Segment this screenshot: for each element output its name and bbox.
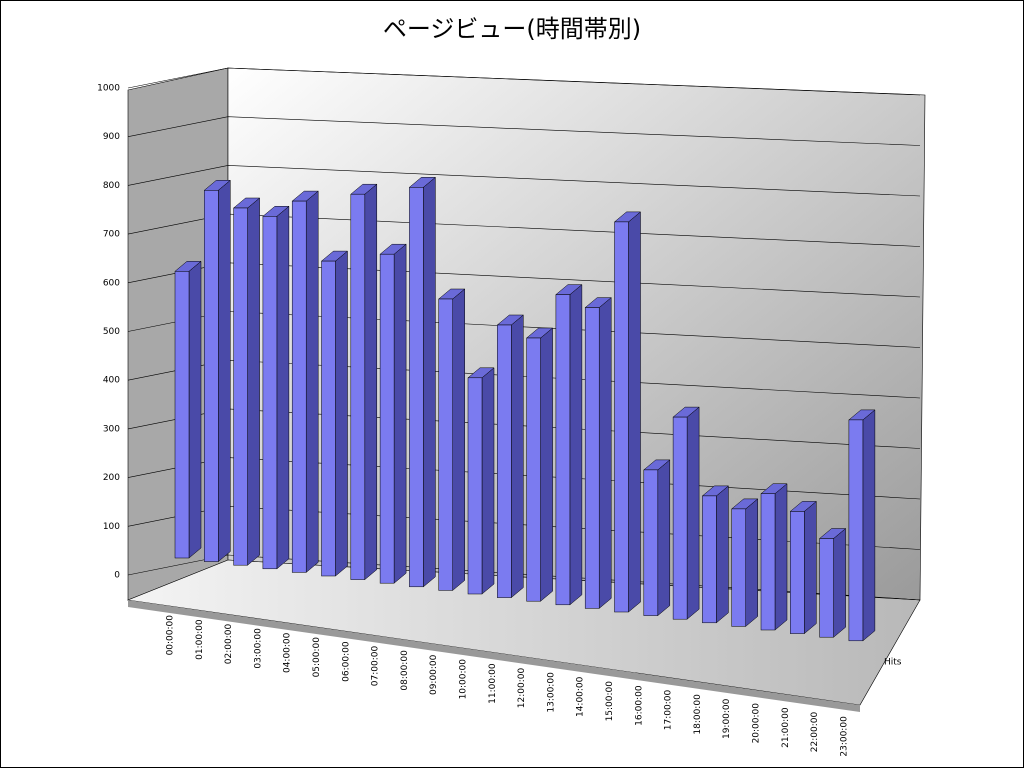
x-tick-label: 23:00:00 [839, 716, 849, 757]
grid-line [127, 116, 921, 146]
bar [262, 216, 278, 570]
bar [233, 207, 248, 566]
bar-side [393, 243, 407, 584]
x-tick-label: 05:00:00 [312, 637, 322, 678]
bar-side [862, 409, 876, 642]
bar-side [423, 176, 436, 588]
grid-line [127, 67, 921, 96]
bar [672, 416, 688, 620]
x-tick-label: 09:00:00 [429, 654, 439, 695]
x-tick-label: 11:00:00 [488, 663, 498, 704]
bar [731, 508, 746, 627]
bar-side [276, 205, 290, 570]
grid-line [127, 165, 921, 197]
bar [848, 419, 864, 642]
bar [204, 190, 219, 562]
series-label: Hits [884, 658, 902, 668]
bar [350, 193, 366, 580]
x-tick-label: 14:00:00 [576, 676, 586, 717]
bar [526, 337, 541, 602]
x-tick-label: 10:00:00 [459, 659, 469, 700]
bar [379, 253, 395, 584]
bar-side [833, 527, 846, 638]
x-tick-label: 08:00:00 [400, 650, 410, 691]
bar [643, 469, 659, 616]
y-tick-label: 800 [103, 181, 120, 191]
bar [555, 294, 571, 606]
chart-title: ページビュー(時間帯別) [383, 15, 641, 43]
y-tick-label: 500 [103, 327, 120, 337]
bar [702, 495, 717, 624]
x-tick-label: 02:00:00 [224, 624, 234, 665]
bar-side [481, 367, 495, 595]
bar-side [540, 327, 553, 602]
y-tick-label: 300 [103, 424, 120, 434]
y-tick-label: 200 [103, 473, 120, 483]
x-tick-label: 12:00:00 [517, 668, 527, 709]
bar [819, 538, 834, 638]
y-tick-label: 700 [103, 230, 120, 240]
bar-side [247, 197, 260, 566]
bar [467, 377, 483, 595]
x-tick-label: 01:00:00 [195, 619, 205, 660]
bar-side [452, 288, 465, 591]
y-tick-label: 100 [103, 522, 120, 532]
x-tick-label: 16:00:00 [634, 685, 644, 726]
x-tick-label: 15:00:00 [605, 681, 615, 722]
y-tick-label: 600 [103, 278, 120, 288]
bar-side [657, 459, 671, 617]
x-tick-label: 20:00:00 [752, 703, 762, 744]
bar-side [364, 183, 378, 581]
x-tick-label: 13:00:00 [546, 672, 556, 713]
y-tick-label: 0 [114, 571, 120, 581]
bar [614, 221, 629, 613]
x-tick-label: 17:00:00 [664, 690, 674, 731]
bar [174, 271, 190, 559]
bar-side [598, 297, 612, 609]
bar-side [716, 485, 729, 624]
bar-side [188, 260, 202, 559]
x-tick-label: 03:00:00 [253, 628, 263, 669]
y-tick-label: 900 [103, 132, 120, 142]
bar [584, 307, 600, 609]
bar-side [569, 284, 583, 606]
x-tick-label: 21:00:00 [781, 707, 791, 748]
x-tick-label: 18:00:00 [693, 694, 703, 735]
bar-side [686, 406, 700, 620]
x-tick-label: 22:00:00 [810, 712, 820, 753]
bar-side [774, 483, 788, 631]
floor-edge [128, 600, 860, 712]
bar-side [218, 179, 231, 563]
bar [760, 493, 776, 631]
bar-side [335, 250, 348, 577]
bar-side [511, 314, 524, 599]
y-tick-label: 400 [103, 376, 120, 386]
bar [291, 200, 307, 573]
x-tick-label: 00:00:00 [166, 615, 176, 656]
y-tick-label: 1000 [97, 84, 120, 94]
x-tick-label: 19:00:00 [722, 698, 732, 739]
x-tick-label: 07:00:00 [371, 646, 381, 687]
bar [790, 511, 805, 634]
x-tick-label: 04:00:00 [283, 632, 293, 673]
bar-side [804, 500, 817, 635]
bar-side [628, 211, 641, 613]
bar [438, 298, 453, 591]
bar [321, 260, 336, 577]
bar-side [745, 498, 758, 627]
bar [409, 187, 424, 588]
x-tick-label: 06:00:00 [341, 641, 351, 682]
bar [497, 324, 512, 598]
bar-side [305, 190, 319, 573]
